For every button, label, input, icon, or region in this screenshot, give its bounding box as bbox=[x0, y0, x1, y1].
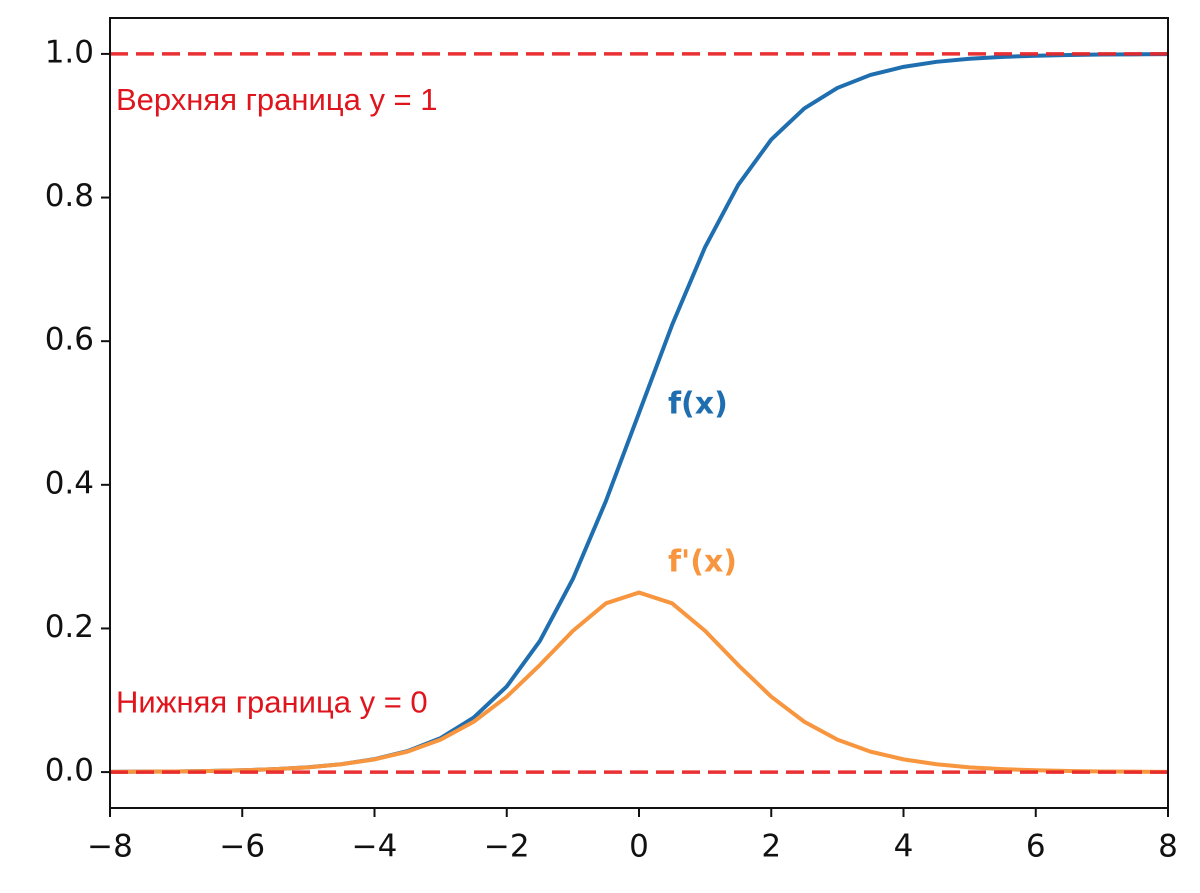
series-label: f'(x) bbox=[668, 545, 737, 580]
x-tick-label: −8 bbox=[87, 829, 133, 865]
y-tick-label: 1.0 bbox=[45, 34, 94, 70]
annotation: Верхняя граница y = 1 bbox=[116, 82, 438, 117]
x-tick-label: 0 bbox=[629, 829, 649, 865]
y-tick-label: 0.2 bbox=[45, 609, 94, 645]
y-tick-label: 0.4 bbox=[45, 465, 94, 501]
series-line bbox=[110, 52, 1168, 774]
x-tick-label: 6 bbox=[1026, 829, 1046, 865]
x-tick-label: −2 bbox=[484, 829, 530, 865]
series-line bbox=[110, 590, 1168, 774]
x-tick-label: 4 bbox=[894, 829, 914, 865]
x-tick-label: −4 bbox=[352, 829, 398, 865]
x-tick-label: 2 bbox=[761, 829, 781, 865]
y-tick-label: 0.6 bbox=[45, 322, 94, 358]
y-tick-label: 0.8 bbox=[45, 178, 94, 214]
x-tick-label: 8 bbox=[1158, 829, 1178, 865]
plot-frame bbox=[109, 17, 1169, 809]
x-tick-label: −6 bbox=[219, 829, 265, 865]
annotation: Нижняя граница y = 0 bbox=[116, 684, 428, 719]
y-tick-label: 0.0 bbox=[45, 753, 94, 789]
series-label: f(x) bbox=[668, 387, 728, 422]
